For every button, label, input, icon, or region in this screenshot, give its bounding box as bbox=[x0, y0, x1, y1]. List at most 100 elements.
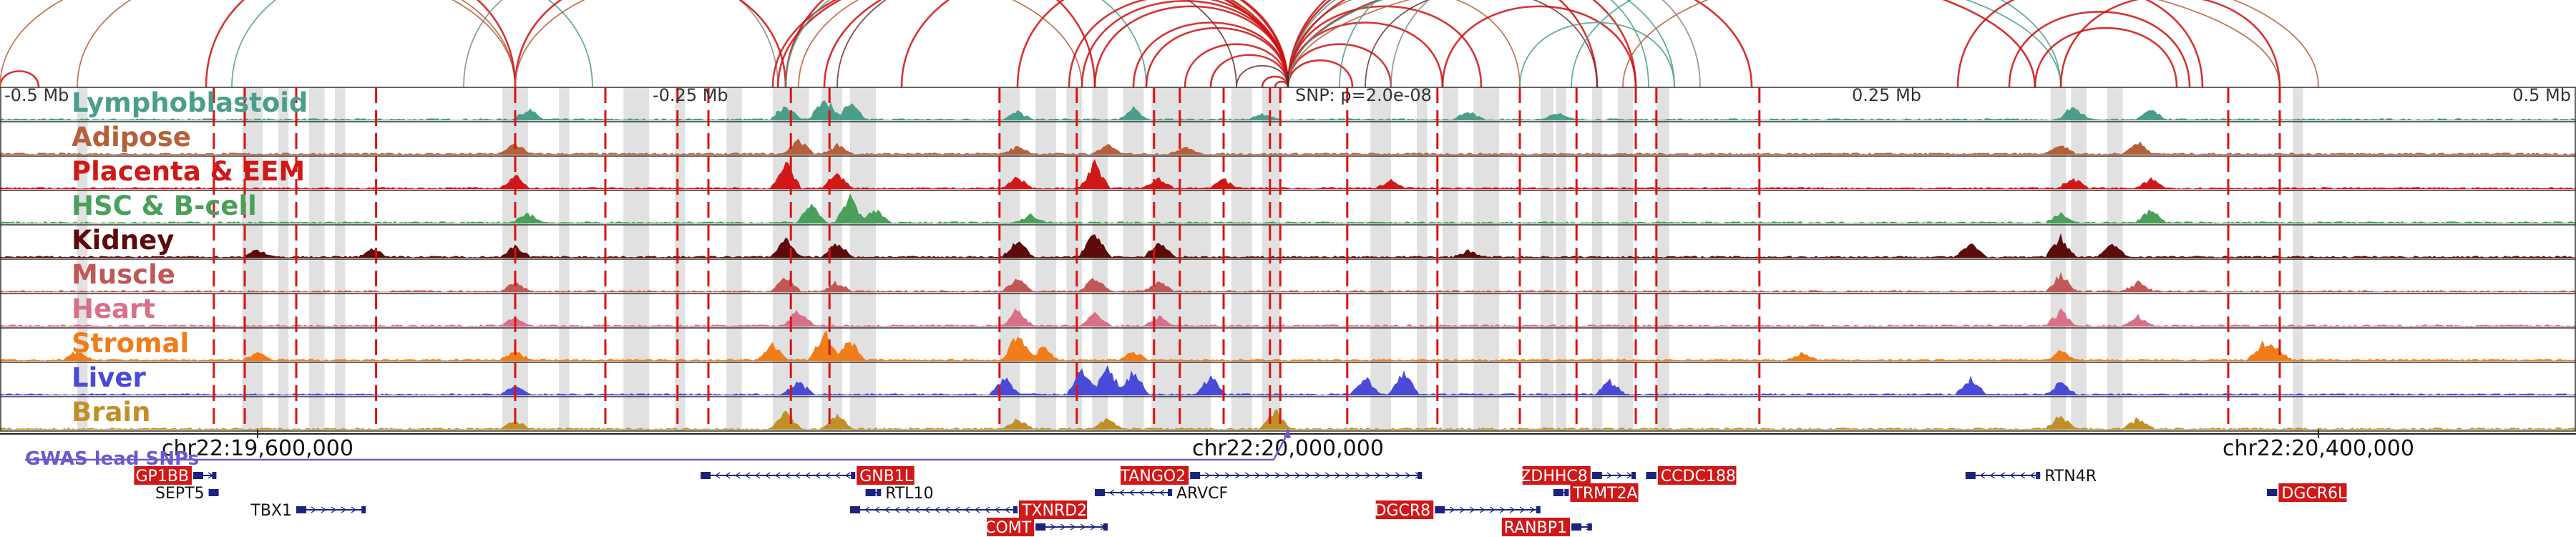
track-label: Heart bbox=[72, 294, 155, 324]
track-label: Stromal bbox=[72, 328, 189, 359]
strand-arrow-icon bbox=[1158, 489, 1165, 496]
strand-arrow-icon bbox=[1148, 489, 1155, 496]
gene-exon bbox=[1965, 472, 1976, 479]
loop-arc-24 bbox=[1236, 65, 1289, 88]
loop-arc-6 bbox=[514, 0, 787, 88]
track-lymphoblastoid bbox=[0, 87, 2576, 121]
gene-label: TANGO2 bbox=[1120, 468, 1186, 485]
gene-label-box bbox=[987, 518, 1035, 536]
strand-arrow-icon bbox=[1060, 523, 1066, 531]
track-label: Liver bbox=[72, 362, 146, 393]
loop-arc-39 bbox=[1339, 0, 1649, 88]
gene-label-box bbox=[1121, 466, 1189, 485]
gene-exon bbox=[1536, 506, 1541, 513]
strand-arrow-icon bbox=[805, 472, 811, 479]
strand-arrow-icon bbox=[1304, 472, 1311, 479]
strand-arrow-icon bbox=[1459, 506, 1465, 513]
scale-label-left-near: -0.25 Mb bbox=[653, 85, 728, 105]
gene-exon bbox=[1013, 506, 1018, 513]
strand-arrow-icon bbox=[1050, 523, 1056, 531]
strand-arrow-icon bbox=[994, 506, 1000, 513]
scale-label-right-far: 0.5 Mb bbox=[2512, 85, 2571, 105]
scale-labels: -0.5 Mb -0.25 Mb 0.25 Mb 0.5 Mb SNP: p=2… bbox=[4, 85, 2571, 105]
strand-arrow-icon bbox=[914, 506, 920, 513]
track-stromal bbox=[0, 327, 2576, 362]
strand-arrow-icon bbox=[974, 506, 980, 513]
strand-arrow-icon bbox=[1529, 506, 1536, 513]
strand-arrow-icon bbox=[1616, 472, 1622, 479]
axis-label: chr22:20,400,000 bbox=[2223, 436, 2414, 461]
track-label: Adipose bbox=[72, 122, 191, 153]
gene-exon bbox=[850, 506, 860, 513]
loop-arc-2 bbox=[77, 0, 516, 88]
gene-exon bbox=[1631, 472, 1636, 479]
snp-label: SNP: p=2.0e-08 bbox=[1295, 85, 1432, 105]
loop-arc-19 bbox=[1093, 5, 1289, 88]
strand-arrow-icon bbox=[351, 506, 357, 513]
strand-arrow-icon bbox=[1224, 472, 1231, 479]
gene-label: RANBP1 bbox=[1504, 519, 1567, 537]
strand-arrow-icon bbox=[1254, 472, 1261, 479]
strand-arrow-icon bbox=[1489, 506, 1496, 513]
loop-arc-42 bbox=[1519, 21, 1675, 88]
gene-label-box bbox=[1501, 518, 1570, 536]
gene-label: ARVCF bbox=[1176, 485, 1228, 503]
strand-arrow-icon bbox=[1284, 472, 1291, 479]
loop-arc-38 bbox=[1287, 0, 2062, 88]
gene-exon bbox=[1095, 489, 1105, 496]
track-signal bbox=[0, 193, 2576, 224]
strand-arrow-icon bbox=[954, 506, 960, 513]
gene-label: DGCR6L bbox=[2281, 485, 2347, 503]
strand-arrow-icon bbox=[964, 506, 970, 513]
strand-arrow-icon bbox=[1479, 506, 1485, 513]
track-placenta-eem bbox=[0, 155, 2576, 190]
track-signal bbox=[0, 100, 2576, 121]
track-hsc-b-cell bbox=[0, 190, 2576, 224]
track-muscle bbox=[0, 258, 2576, 293]
loop-arc-22 bbox=[1184, 43, 1289, 88]
strand-arrow-icon bbox=[1118, 489, 1125, 496]
axis-label: chr22:19,600,000 bbox=[162, 436, 353, 461]
gene-label: GP1BB bbox=[136, 468, 190, 485]
loop-arc-16 bbox=[1016, 0, 1289, 88]
track-label: Brain bbox=[72, 397, 150, 427]
loop-arc-33 bbox=[1287, 0, 1637, 88]
track-label: Placenta & EEM bbox=[72, 156, 305, 187]
track-label: Muscle bbox=[72, 259, 175, 290]
strand-arrow-icon bbox=[755, 472, 761, 479]
loop-arc-44 bbox=[1571, 0, 2062, 88]
loop-arc-27 bbox=[1287, 59, 1354, 88]
track-signal bbox=[0, 271, 2576, 293]
strand-arrow-icon bbox=[1138, 489, 1145, 496]
gene-rtn4r: RTN4R bbox=[1965, 468, 2097, 485]
gene-exon bbox=[296, 506, 306, 513]
strand-arrow-icon bbox=[1365, 472, 1371, 479]
strand-arrow-icon bbox=[1070, 523, 1076, 531]
strand-arrow-icon bbox=[1449, 506, 1455, 513]
loop-arc-49 bbox=[1956, 0, 2204, 88]
strand-arrow-icon bbox=[825, 472, 831, 479]
strand-arrow-icon bbox=[874, 506, 880, 513]
loop-arc-41 bbox=[1441, 5, 1637, 88]
gene-label-box bbox=[1522, 466, 1591, 485]
track-signal bbox=[0, 138, 2576, 155]
gene-exon bbox=[1652, 472, 1657, 479]
loop-arc-7 bbox=[514, 0, 1083, 88]
loop-arc-9 bbox=[776, 0, 1289, 88]
strand-arrow-icon bbox=[864, 506, 870, 513]
gene-label: TRMT2A bbox=[1572, 485, 1637, 503]
loop-arc-13 bbox=[823, 0, 1289, 88]
strand-arrow-icon bbox=[884, 506, 890, 513]
strand-arrow-icon bbox=[341, 506, 347, 513]
loop-arc-5 bbox=[463, 0, 779, 88]
strand-arrow-icon bbox=[2029, 472, 2036, 479]
gene-exon bbox=[701, 472, 711, 479]
strand-arrow-icon bbox=[1499, 506, 1506, 513]
gene-exon bbox=[1591, 472, 1602, 479]
signal-tracks bbox=[0, 87, 2576, 432]
strand-arrow-icon bbox=[1214, 472, 1221, 479]
gene-dgcr8: DGCR8 bbox=[1375, 500, 1541, 520]
gene-label: RTL10 bbox=[885, 485, 933, 503]
gene-txnrd2: TXNRD2 bbox=[850, 500, 1087, 520]
